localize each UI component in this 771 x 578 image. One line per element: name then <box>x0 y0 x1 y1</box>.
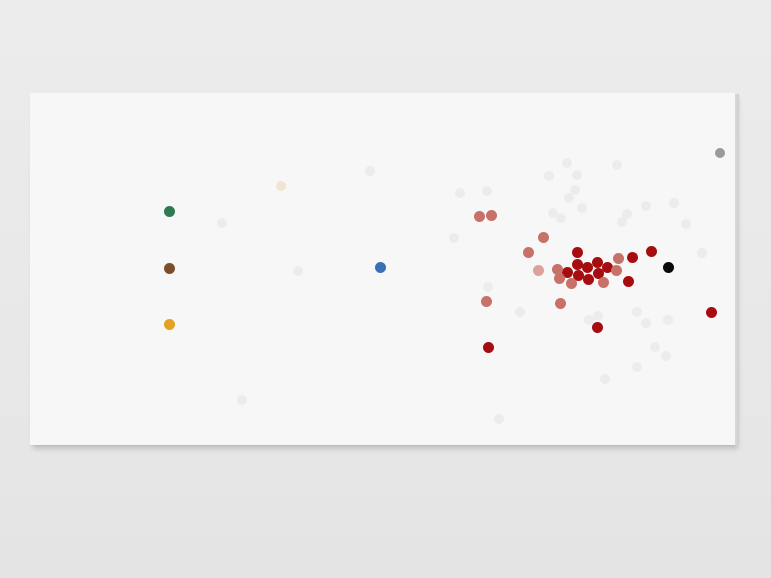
faint-dot <box>449 233 459 243</box>
crimson-dot <box>592 267 604 279</box>
faint-dot <box>544 171 554 181</box>
faint-dot <box>584 315 594 325</box>
faint-dot <box>632 307 642 317</box>
faint-dot <box>494 414 504 424</box>
faint-dot <box>612 160 622 170</box>
faint-dot <box>622 209 632 219</box>
green-dot <box>163 205 175 217</box>
salmon-dot <box>554 297 566 309</box>
faint-dot <box>570 185 580 195</box>
faint-dot <box>482 186 492 196</box>
faint-dot <box>697 248 707 258</box>
crimson-dot <box>581 261 593 273</box>
salmon-dot <box>553 272 565 284</box>
salmon-dot <box>537 231 549 243</box>
panel-side-edge <box>735 94 739 445</box>
faint-dot <box>572 170 582 180</box>
salmon-dot <box>610 264 622 276</box>
blue-dot <box>374 261 386 273</box>
faint-dot <box>564 193 574 203</box>
salmon-dot <box>522 246 534 258</box>
faint-inscription <box>380 433 660 439</box>
faint-dot <box>669 198 679 208</box>
salmon-dot <box>485 209 497 221</box>
faint-dot <box>593 311 603 321</box>
crimson-dot <box>571 246 583 258</box>
artwork-panel <box>30 93 739 445</box>
salmon-dot <box>551 263 563 275</box>
crimson-dot <box>622 275 634 287</box>
salmon-dot <box>597 276 609 288</box>
salmon-dot <box>473 210 485 222</box>
ochre-dot <box>163 318 175 330</box>
crimson-dot <box>601 261 613 273</box>
faint-dot <box>365 166 375 176</box>
crimson-dot <box>582 273 594 285</box>
crimson-dot <box>591 256 603 268</box>
faint-dot <box>548 208 558 218</box>
faint-dot <box>681 219 691 229</box>
faint-dot <box>556 213 566 223</box>
faint-dot <box>661 351 671 361</box>
crimson-dot <box>482 341 494 353</box>
crimson-dot <box>645 245 657 257</box>
crimson-dot <box>626 251 638 263</box>
pale-salmon-dot <box>532 264 544 276</box>
faint-dot <box>293 266 303 276</box>
faint-dot <box>577 203 587 213</box>
faint-dot <box>650 342 660 352</box>
crimson-dot <box>591 321 603 333</box>
faint-dot <box>237 395 247 405</box>
faint-dot <box>455 188 465 198</box>
cream-dot <box>276 181 286 191</box>
faint-dot <box>217 218 227 228</box>
faint-dot <box>515 307 525 317</box>
faint-dot <box>632 362 642 372</box>
crimson-dot <box>571 258 583 270</box>
crimson-dot <box>561 266 573 278</box>
salmon-dot <box>565 277 577 289</box>
crimson-dot <box>572 269 584 281</box>
faint-dot <box>617 217 627 227</box>
faint-dot <box>641 318 651 328</box>
faint-dot <box>641 201 651 211</box>
gray-dot <box>715 148 725 158</box>
crimson-dot <box>705 306 717 318</box>
faint-dot <box>562 158 572 168</box>
black-dot <box>662 261 674 273</box>
faint-dot <box>483 282 493 292</box>
salmon-dot <box>612 252 624 264</box>
salmon-dot <box>480 295 492 307</box>
faint-dot <box>600 374 610 384</box>
brown-dot <box>163 262 175 274</box>
faint-dot <box>663 315 673 325</box>
